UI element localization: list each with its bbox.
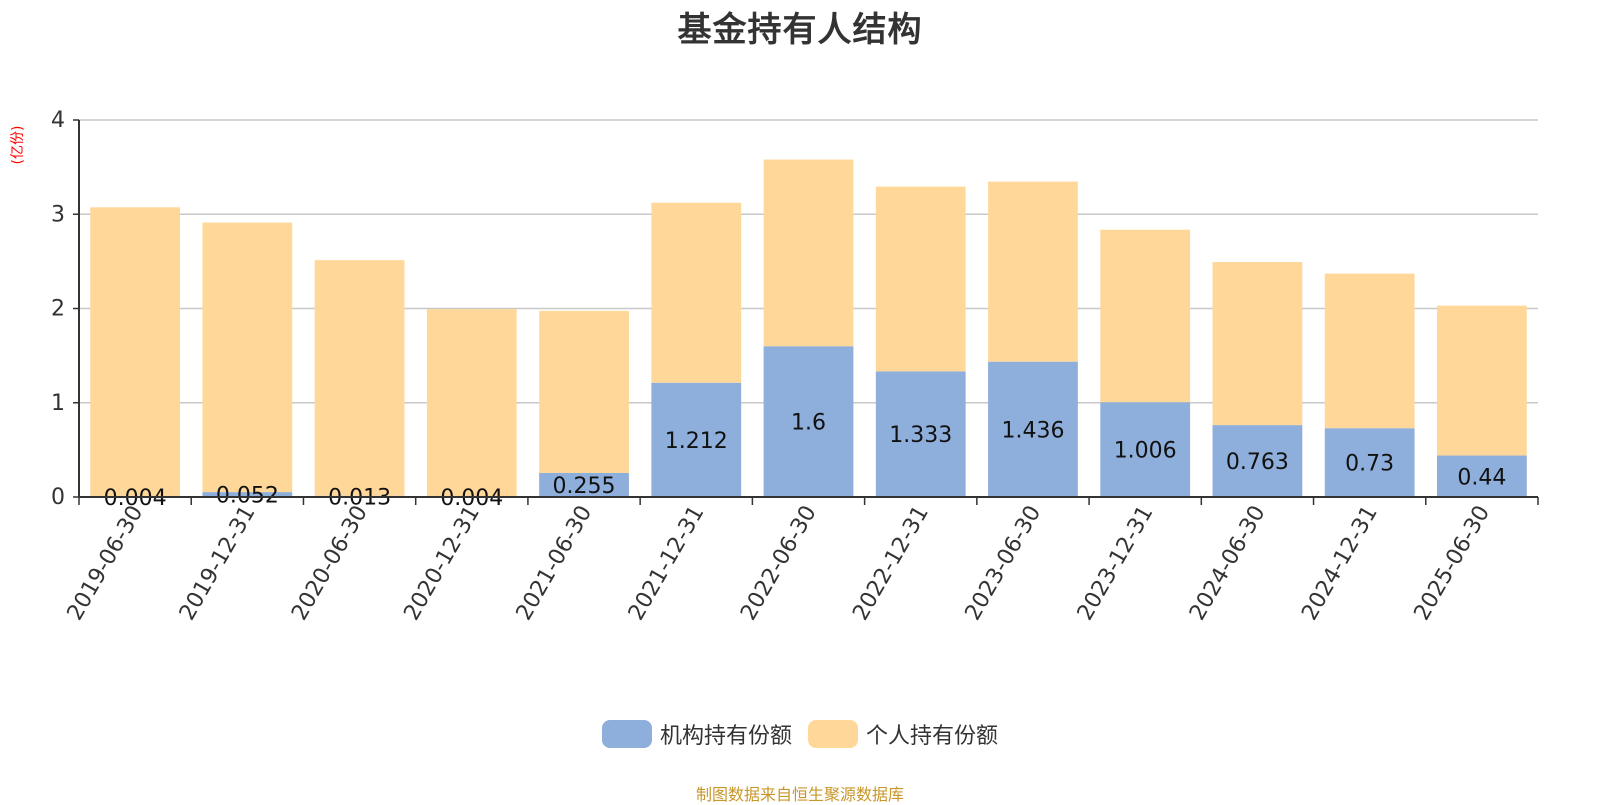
legend-label-individual: 个人持有份额 [866,718,998,750]
bar-individual [1325,274,1415,429]
x-tick-label: 2021-12-31 [624,502,710,625]
data-label-institutional: 0.255 [553,474,616,499]
bar-individual [1437,306,1527,456]
y-tick-label: 3 [51,202,65,227]
data-label-institutional: 0.44 [1457,465,1506,490]
bar-individual [539,311,629,473]
x-tick-label: 2020-06-30 [287,502,373,625]
bar-individual [764,160,854,347]
bar-individual [651,203,741,383]
legend-item-individual[interactable]: 个人持有份额 [808,718,998,750]
y-tick-label: 2 [51,297,65,322]
x-tick-label: 2022-06-30 [736,502,822,625]
y-tick-label: 4 [51,108,65,133]
bar-individual [427,309,517,497]
bar-individual [1100,230,1190,402]
data-label-institutional: 0.73 [1345,452,1394,477]
data-label-institutional: 1.006 [1114,439,1177,464]
data-label-institutional: 1.6 [791,411,826,436]
data-label-institutional: 1.212 [665,429,728,454]
x-tick-label: 2024-06-30 [1185,502,1271,625]
legend-swatch-institutional [602,720,652,748]
bar-individual [988,182,1078,362]
x-tick-label: 2023-12-31 [1073,502,1159,625]
bar-individual [315,260,405,496]
x-tick-label: 2019-12-31 [175,502,261,625]
bar-individual [1213,262,1303,425]
legend-item-institutional[interactable]: 机构持有份额 [602,718,792,750]
bar-individual [876,187,966,372]
data-label-institutional: 0.763 [1226,450,1289,475]
bar-individual [202,223,292,493]
source-note: 制图数据来自恒生聚源数据库 [0,781,1600,805]
x-tick-label: 2025-06-30 [1410,502,1496,625]
legend: 机构持有份额 个人持有份额 [0,718,1600,750]
x-tick-label: 2020-12-31 [399,502,485,625]
legend-label-institutional: 机构持有份额 [660,718,792,750]
bar-individual [90,207,180,496]
data-label-institutional: 1.333 [889,423,952,448]
y-tick-label: 0 [51,485,65,510]
x-tick-label: 2022-12-31 [848,501,934,624]
x-tick-label: 2023-06-30 [961,502,1047,625]
data-label-institutional: 1.436 [1001,418,1064,443]
x-tick-label: 2021-06-30 [512,502,598,625]
x-tick-label: 2019-06-30 [63,502,149,625]
legend-swatch-individual [808,720,858,748]
x-tick-label: 2024-12-31 [1297,502,1383,625]
y-tick-label: 1 [51,391,65,416]
